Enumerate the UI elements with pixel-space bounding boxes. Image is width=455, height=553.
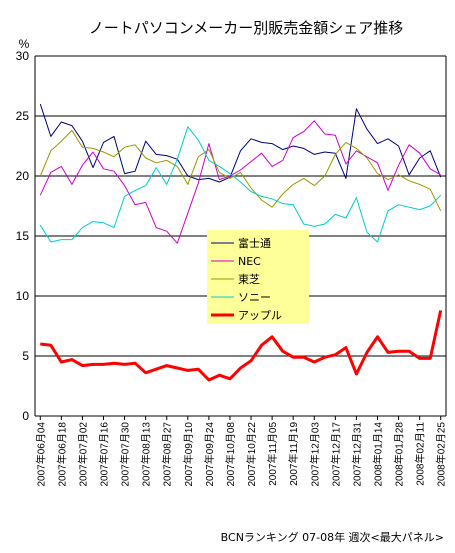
x-tick-label: 2007年11月05 bbox=[266, 422, 279, 486]
series-line-0 bbox=[39, 103, 442, 183]
x-tick-label: 2007年08月27 bbox=[161, 422, 174, 487]
x-tick-labels: 2007年06月04 2007年06月18 2007年07月02 2007年07月16… bbox=[34, 416, 448, 487]
y-tick-label: 30 bbox=[16, 49, 30, 63]
series-line-2 bbox=[39, 129, 442, 212]
x-tick-label: 2007年12月17 bbox=[329, 422, 342, 487]
x-tick-label: 2008年01月14 bbox=[372, 422, 385, 487]
series-line-4 bbox=[40, 310, 443, 382]
x-tick-label: 2008年02月11 bbox=[414, 422, 427, 486]
x-tick-label: 2008年02月25 bbox=[435, 422, 448, 487]
chart-footer: BCNランキング 07-08年 週次<最大パネル> bbox=[221, 530, 444, 544]
x-tick-label: 2007年12月03 bbox=[308, 422, 321, 487]
y-tick-label: 0 bbox=[22, 409, 29, 423]
x-tick-label: 2007年10月22 bbox=[245, 422, 258, 487]
legend-label: NEC bbox=[238, 255, 261, 268]
series-lines bbox=[39, 103, 443, 382]
x-tick-label: 2007年06月18 bbox=[55, 422, 68, 487]
y-tick-label: 20 bbox=[16, 169, 30, 183]
legend-label: アップル bbox=[238, 309, 282, 322]
legend-label: 富士通 bbox=[238, 236, 271, 250]
series-line-1 bbox=[39, 120, 441, 244]
x-tick-label: 2007年07月16 bbox=[98, 422, 111, 487]
x-tick-label: 2007年09月10 bbox=[182, 422, 195, 487]
x-tick-label: 2007年11月19 bbox=[287, 422, 300, 486]
series-line-3 bbox=[39, 126, 442, 243]
y-axis-unit: % bbox=[19, 37, 30, 51]
chart-title: ノートパソコンメーカー別販売金額シェア推移 bbox=[89, 19, 404, 37]
legend-label: 東芝 bbox=[238, 273, 260, 286]
legend-label: ソニー bbox=[238, 291, 271, 304]
y-tick-label: 5 bbox=[22, 349, 29, 363]
x-tick-label: 2007年12月31 bbox=[350, 422, 363, 487]
x-tick-label: 2008年01月28 bbox=[393, 422, 406, 487]
grid-lines bbox=[34, 55, 447, 417]
x-tick-label: 2007年08月13 bbox=[140, 422, 153, 487]
x-tick-label: 2007年09月24 bbox=[203, 422, 216, 487]
x-tick-label: 2007年07月02 bbox=[76, 422, 89, 487]
y-tick-labels: 0 5 10 15 20 25 30 bbox=[16, 49, 30, 423]
x-tick-label: 2007年07月30 bbox=[119, 422, 132, 487]
y-tick-label: 10 bbox=[16, 289, 30, 303]
x-tick-label: 2007年10月08 bbox=[224, 422, 237, 487]
x-tick-label: 2007年06月04 bbox=[34, 422, 47, 487]
legend-box bbox=[207, 230, 309, 324]
y-tick-label: 25 bbox=[16, 109, 30, 123]
y-tick-label: 15 bbox=[16, 229, 30, 243]
